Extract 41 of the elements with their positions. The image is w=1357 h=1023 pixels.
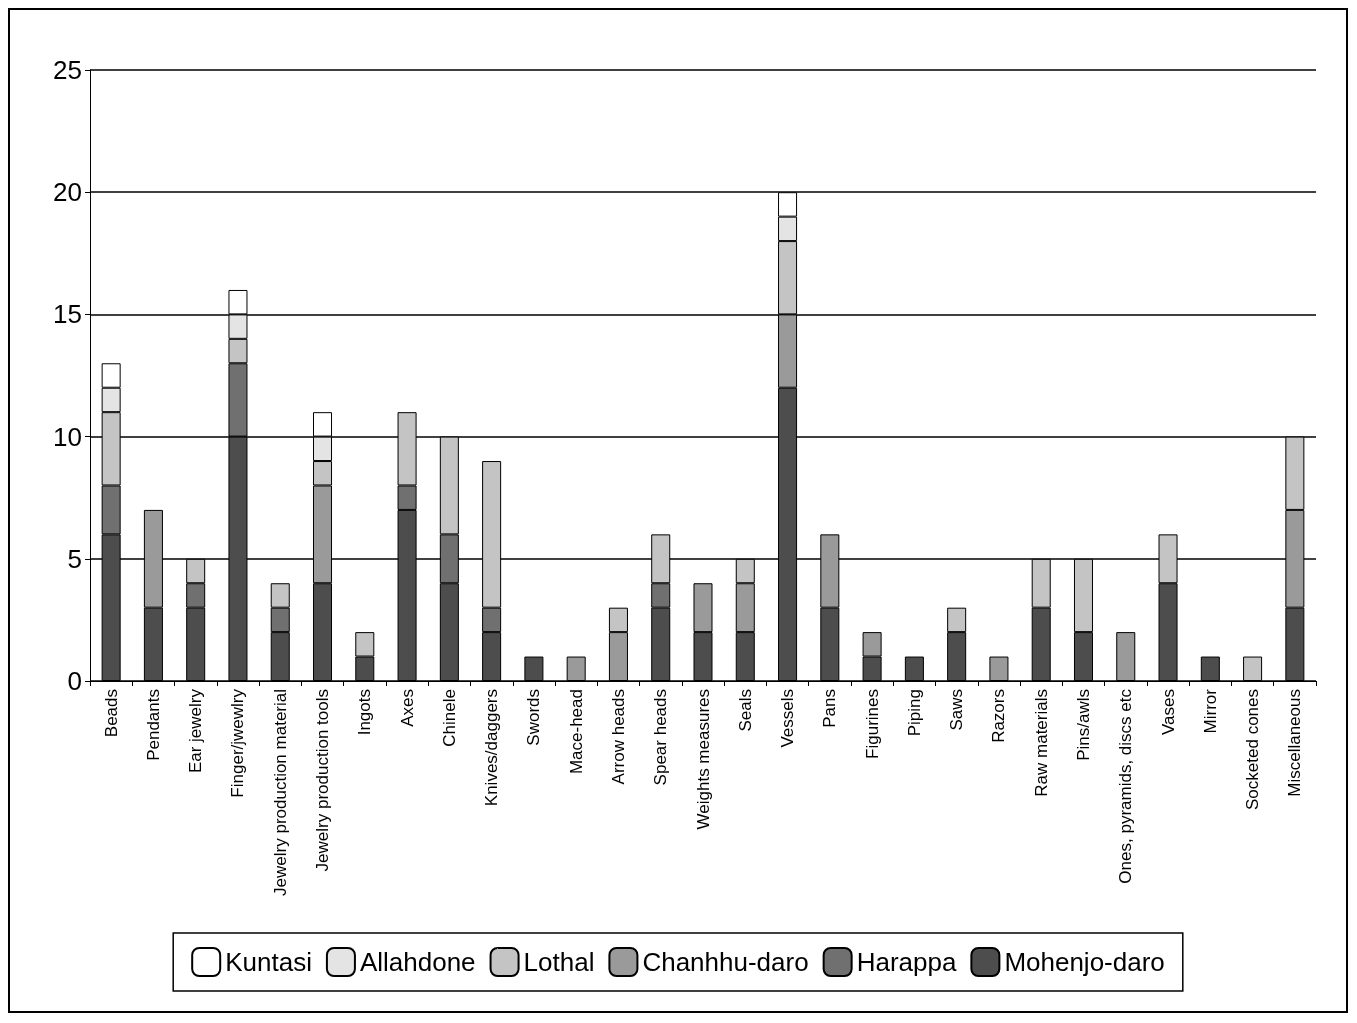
x-tick-label: Piping — [904, 689, 924, 737]
y-tick-label: 10 — [53, 421, 82, 452]
x-tick-label: Vessels — [778, 689, 798, 748]
x-tick-label: Jewelry production tools — [313, 689, 333, 872]
x-tick-label: Ear jewelry — [186, 688, 206, 774]
x-tick-label: Socketed cones — [1243, 689, 1263, 810]
x-tick-label: Raw materials — [1031, 689, 1051, 797]
x-tick-label: Pendants — [143, 689, 163, 761]
x-tick-label: Beads — [101, 689, 121, 738]
y-tick-label: 0 — [67, 666, 82, 696]
x-tick-label: Seals — [735, 689, 755, 732]
x-tick-label: Axes — [397, 689, 417, 727]
legend-label: Chanhhu-daro — [642, 947, 809, 977]
x-tick-label: Pans — [820, 689, 840, 728]
x-tick-label: Pins/awls — [1073, 689, 1093, 761]
x-tick-label: Spear heads — [651, 689, 671, 786]
x-tick-label: Knives/daggers — [482, 689, 502, 807]
y-tick-label: 5 — [67, 543, 82, 574]
x-tick-label: Chinele — [439, 689, 459, 747]
x-tick-label: Mirror — [1200, 688, 1220, 734]
y-tick-label: 25 — [53, 55, 82, 85]
y-tick-label: 20 — [53, 177, 82, 208]
x-tick-label: Mace-head — [566, 689, 586, 775]
legend-label: Mohenjo-daro — [1004, 947, 1165, 977]
x-tick-label: Saws — [947, 689, 967, 731]
x-tick-label: Swords — [524, 689, 544, 746]
legend-label: Lothal — [523, 947, 595, 977]
x-tick-label: Vases — [1158, 689, 1178, 735]
x-tick-label: Figurines — [862, 689, 882, 759]
legend-label: Kuntasi — [225, 947, 312, 977]
x-tick-label: Razors — [989, 689, 1009, 743]
y-tick-label: 15 — [53, 299, 82, 330]
legend-label: Allahdone — [359, 947, 476, 977]
x-tick-label: Miscellaneous — [1285, 689, 1305, 797]
x-tick-label: Ingots — [355, 689, 375, 736]
x-tick-label: Ones, pyramids, discs etc — [1116, 688, 1136, 884]
x-tick-label: Finger/jwewlry — [228, 688, 248, 798]
legend-label: Harappa — [856, 947, 957, 977]
x-tick-label: Weights measures — [693, 689, 713, 830]
x-tick-label: Arrow heads — [608, 689, 628, 785]
x-tick-label: Jewelry production material — [270, 689, 290, 896]
